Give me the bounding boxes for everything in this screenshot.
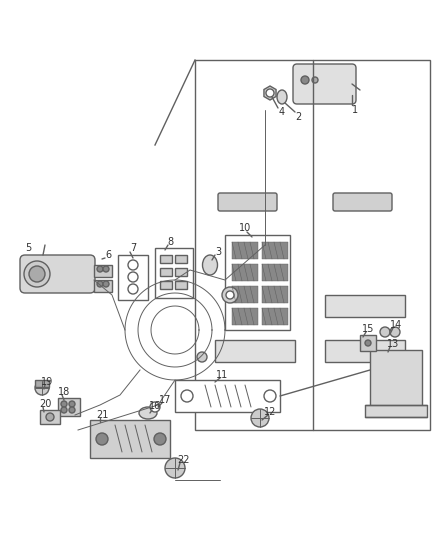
- Circle shape: [165, 458, 185, 478]
- Bar: [175, 255, 187, 263]
- Bar: [370, 350, 422, 410]
- Bar: [40, 410, 60, 424]
- Bar: [262, 286, 288, 303]
- Circle shape: [154, 433, 166, 445]
- Text: 7: 7: [130, 243, 136, 253]
- Text: 2: 2: [295, 112, 301, 122]
- Bar: [225, 235, 290, 330]
- Text: 20: 20: [39, 399, 51, 409]
- Bar: [118, 255, 148, 300]
- Polygon shape: [264, 86, 276, 100]
- Circle shape: [197, 352, 207, 362]
- Text: 8: 8: [167, 237, 173, 247]
- Circle shape: [103, 266, 109, 272]
- Text: 4: 4: [279, 107, 285, 117]
- Bar: [325, 340, 405, 362]
- Bar: [160, 268, 172, 276]
- FancyBboxPatch shape: [333, 193, 392, 211]
- Bar: [155, 248, 193, 298]
- Bar: [90, 420, 170, 458]
- Circle shape: [69, 401, 75, 407]
- FancyBboxPatch shape: [20, 255, 95, 293]
- Bar: [175, 380, 280, 412]
- Text: 18: 18: [58, 387, 70, 397]
- Bar: [232, 286, 258, 303]
- Bar: [232, 242, 258, 259]
- Circle shape: [61, 401, 67, 407]
- Text: 1: 1: [352, 105, 358, 115]
- Circle shape: [103, 281, 109, 287]
- Ellipse shape: [202, 255, 218, 275]
- Circle shape: [24, 261, 50, 287]
- Circle shape: [365, 340, 371, 346]
- Circle shape: [46, 413, 54, 421]
- Circle shape: [97, 281, 103, 287]
- Circle shape: [222, 287, 238, 303]
- Text: 5: 5: [25, 243, 31, 253]
- Bar: [232, 308, 258, 325]
- Circle shape: [150, 402, 160, 412]
- Circle shape: [35, 381, 49, 395]
- Polygon shape: [195, 60, 430, 430]
- Bar: [160, 281, 172, 289]
- Circle shape: [96, 433, 108, 445]
- Text: 15: 15: [362, 324, 374, 334]
- Text: 21: 21: [96, 410, 108, 420]
- Text: 10: 10: [239, 223, 251, 233]
- Circle shape: [390, 327, 400, 337]
- Circle shape: [29, 266, 45, 282]
- Circle shape: [226, 291, 234, 299]
- Bar: [94, 265, 112, 277]
- Circle shape: [97, 266, 103, 272]
- Bar: [94, 280, 112, 292]
- Bar: [160, 255, 172, 263]
- Ellipse shape: [277, 90, 287, 104]
- Text: 13: 13: [387, 339, 399, 349]
- Circle shape: [380, 327, 390, 337]
- Circle shape: [312, 77, 318, 83]
- Bar: [58, 398, 80, 416]
- Text: 14: 14: [390, 320, 402, 330]
- Bar: [262, 264, 288, 281]
- Ellipse shape: [139, 407, 157, 419]
- Text: 12: 12: [264, 407, 276, 417]
- FancyBboxPatch shape: [293, 64, 356, 104]
- FancyBboxPatch shape: [218, 193, 277, 211]
- Circle shape: [128, 260, 138, 270]
- Bar: [35, 380, 49, 387]
- Circle shape: [61, 407, 67, 413]
- Bar: [262, 308, 288, 325]
- Circle shape: [128, 284, 138, 294]
- Circle shape: [301, 76, 309, 84]
- Circle shape: [264, 390, 276, 402]
- Circle shape: [251, 409, 269, 427]
- Bar: [360, 335, 376, 351]
- Bar: [175, 281, 187, 289]
- Bar: [175, 268, 187, 276]
- Bar: [215, 340, 295, 362]
- Text: 3: 3: [215, 247, 221, 257]
- Bar: [325, 295, 405, 317]
- Circle shape: [266, 89, 274, 97]
- Text: 6: 6: [105, 250, 111, 260]
- Bar: [365, 405, 427, 417]
- Circle shape: [128, 272, 138, 282]
- Text: 19: 19: [41, 377, 53, 387]
- Bar: [262, 242, 288, 259]
- Bar: [232, 264, 258, 281]
- Text: 17: 17: [159, 395, 171, 405]
- Text: 22: 22: [177, 455, 189, 465]
- Text: 16: 16: [149, 401, 161, 411]
- Text: 11: 11: [216, 370, 228, 380]
- Circle shape: [69, 407, 75, 413]
- Circle shape: [181, 390, 193, 402]
